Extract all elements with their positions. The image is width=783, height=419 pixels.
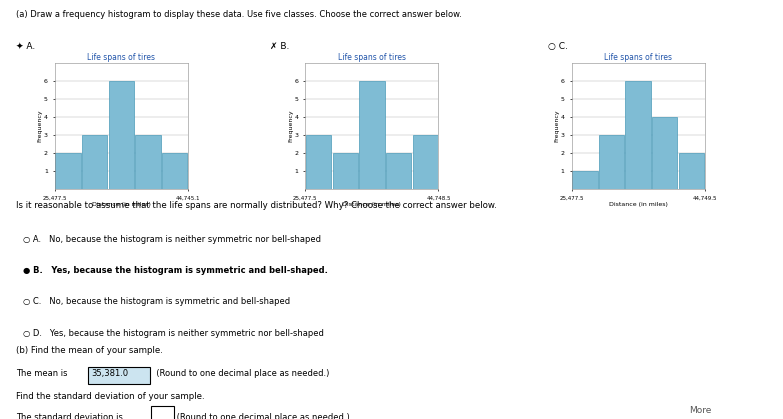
Bar: [162, 153, 187, 189]
Title: Life spans of tires: Life spans of tires: [604, 53, 672, 62]
Y-axis label: Frequency: Frequency: [288, 109, 293, 142]
Text: Find the standard deviation of your sample.: Find the standard deviation of your samp…: [16, 392, 204, 401]
FancyBboxPatch shape: [88, 367, 150, 384]
Bar: [135, 134, 161, 189]
Text: ○ A.   No, because the histogram is neither symmetric nor bell-shaped: ○ A. No, because the histogram is neithe…: [23, 235, 322, 243]
Text: ● B.   Yes, because the histogram is symmetric and bell-shaped.: ● B. Yes, because the histogram is symme…: [23, 266, 328, 275]
Text: (Round to one decimal place as needed.): (Round to one decimal place as needed.): [151, 369, 330, 378]
Bar: [82, 134, 107, 189]
Bar: [413, 134, 438, 189]
Bar: [652, 117, 677, 189]
Bar: [109, 81, 134, 189]
Text: (Round to one decimal place as needed.): (Round to one decimal place as needed.): [174, 413, 349, 419]
Text: More: More: [689, 406, 712, 415]
Y-axis label: Frequency: Frequency: [38, 109, 42, 142]
Text: 35,381.0: 35,381.0: [92, 369, 128, 378]
Text: ✗ B.: ✗ B.: [270, 42, 290, 51]
Bar: [386, 153, 411, 189]
Y-axis label: Frequency: Frequency: [554, 109, 559, 142]
Bar: [306, 134, 331, 189]
Title: Life spans of tires: Life spans of tires: [88, 53, 155, 62]
Text: The standard deviation is: The standard deviation is: [16, 413, 122, 419]
Bar: [599, 134, 624, 189]
Bar: [56, 153, 81, 189]
Text: (b) Find the mean of your sample.: (b) Find the mean of your sample.: [16, 346, 163, 354]
Text: Is it reasonable to assume that the life spans are normally distributed? Why? Ch: Is it reasonable to assume that the life…: [16, 201, 496, 210]
Bar: [626, 81, 651, 189]
X-axis label: Distance (in miles): Distance (in miles): [342, 202, 402, 207]
Text: ○ C.   No, because the histogram is symmetric and bell-shaped: ○ C. No, because the histogram is symmet…: [23, 297, 290, 306]
FancyBboxPatch shape: [151, 406, 174, 419]
X-axis label: Distance (in miles): Distance (in miles): [92, 202, 151, 207]
Text: The mean is: The mean is: [16, 369, 70, 378]
X-axis label: Distance (in miles): Distance (in miles): [608, 202, 668, 207]
Bar: [679, 153, 704, 189]
Bar: [359, 81, 384, 189]
Text: ○ D.   Yes, because the histogram is neither symmetric nor bell-shaped: ○ D. Yes, because the histogram is neith…: [23, 329, 324, 338]
Text: ○ C.: ○ C.: [548, 42, 568, 51]
Bar: [572, 171, 597, 189]
Bar: [333, 153, 358, 189]
Title: Life spans of tires: Life spans of tires: [338, 53, 406, 62]
Text: (a) Draw a frequency histogram to display these data. Use five classes. Choose t: (a) Draw a frequency histogram to displa…: [16, 10, 461, 19]
Text: ✦ A.: ✦ A.: [16, 42, 35, 51]
